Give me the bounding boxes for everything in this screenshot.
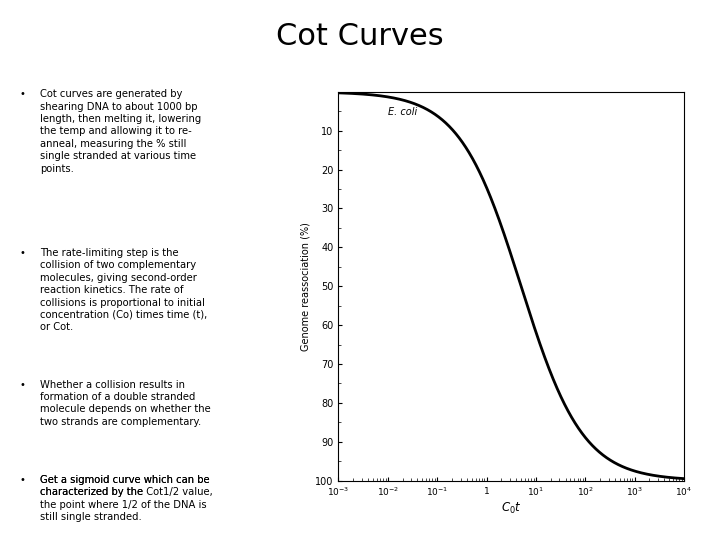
Text: Cot Curves: Cot Curves (276, 22, 444, 51)
Text: E. coli: E. coli (388, 107, 417, 117)
Text: Whether a collision results in
formation of a double stranded
molecule depends o: Whether a collision results in formation… (40, 380, 211, 427)
Text: Get a sigmoid curve which can be
characterized by the: Get a sigmoid curve which can be charact… (40, 475, 210, 497)
Text: •: • (19, 380, 25, 389)
Text: The rate-limiting step is the
collision of two complementary
molecules, giving s: The rate-limiting step is the collision … (40, 248, 207, 332)
Text: •: • (19, 475, 25, 485)
X-axis label: $C_0t$: $C_0t$ (501, 501, 521, 516)
Text: •: • (19, 89, 25, 99)
Text: Get a sigmoid curve which can be
characterized by the Cot1/2 value,
the point wh: Get a sigmoid curve which can be charact… (40, 475, 213, 522)
Text: Cot curves are generated by
shearing DNA to about 1000 bp
length, then melting i: Cot curves are generated by shearing DNA… (40, 89, 202, 173)
Y-axis label: Genome reassociation (%): Genome reassociation (%) (301, 222, 311, 350)
Text: •: • (19, 248, 25, 258)
